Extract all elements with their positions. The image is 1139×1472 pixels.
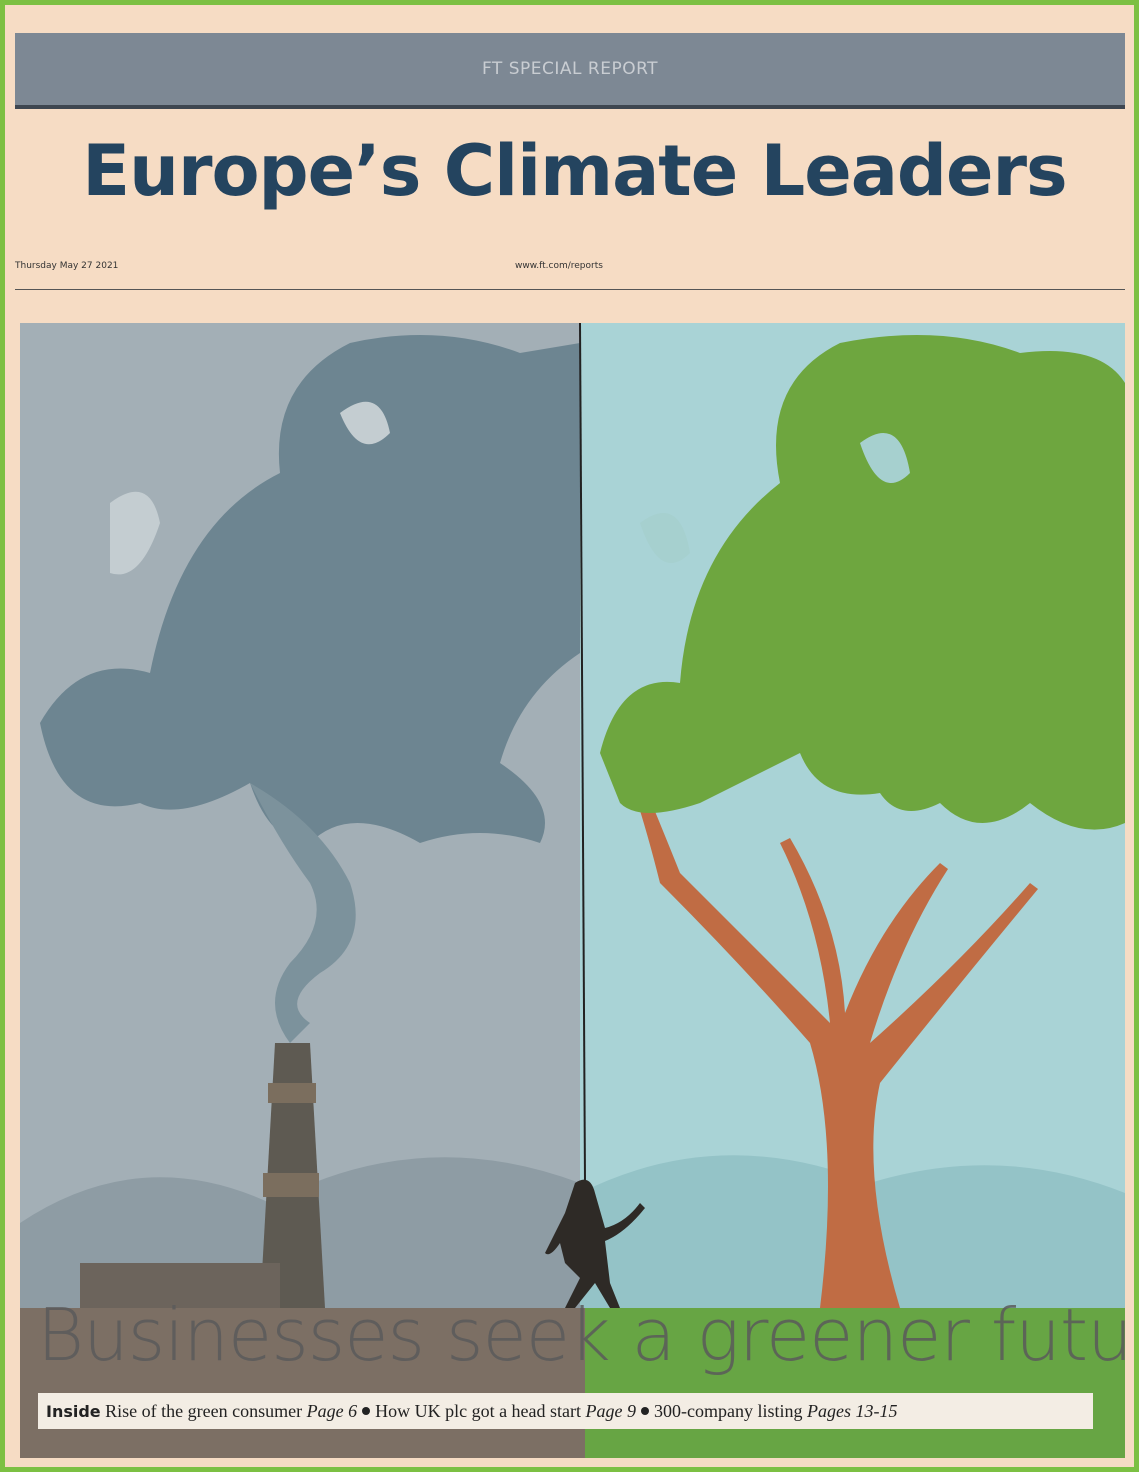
page-ref: Pages 13-15 — [807, 1401, 897, 1421]
inside-line: Inside Rise of the green consumer Page 6… — [38, 1393, 1093, 1429]
title: Europe’s Climate Leaders — [5, 130, 1139, 212]
banner: FT SPECIAL REPORT — [15, 33, 1125, 109]
inside-item: How UK plc got a head start — [375, 1401, 581, 1421]
inside-item: Rise of the green consumer — [105, 1401, 302, 1421]
inside-item: 300-company listing — [654, 1401, 802, 1421]
page-ref: Page 9 — [586, 1401, 636, 1421]
bullet — [362, 1407, 370, 1415]
illustration — [20, 323, 1125, 1458]
url: www.ft.com/reports — [515, 261, 603, 271]
rule — [15, 289, 1125, 290]
bullet — [641, 1407, 649, 1415]
headline: Businesses seek a greener future — [37, 1293, 1139, 1377]
inside-label: Inside — [46, 1402, 101, 1421]
date: Thursday May 27 2021 — [15, 261, 118, 271]
page-ref: Page 6 — [307, 1401, 357, 1421]
chimney-band — [263, 1173, 319, 1197]
cover-page: FT SPECIAL REPORT Europe’s Climate Leade… — [0, 0, 1139, 1472]
chimney-band — [268, 1083, 316, 1103]
